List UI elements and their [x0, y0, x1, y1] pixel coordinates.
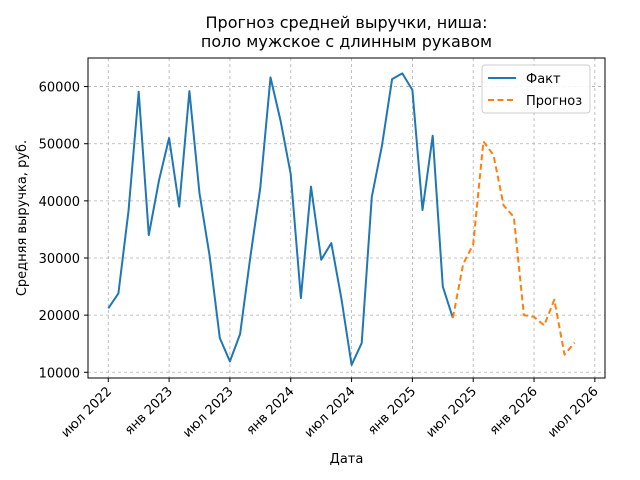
grid	[88, 58, 605, 378]
legend: Факт Прогноз	[481, 64, 591, 114]
y-tick-label: 40000	[39, 195, 80, 210]
legend-label: Прогноз	[526, 94, 582, 109]
series-line-actual	[107, 72, 454, 366]
y-tick-label: 20000	[39, 309, 80, 324]
y-tick-label: 30000	[39, 252, 80, 267]
x-axis-label: Дата	[330, 452, 364, 467]
chart-title-line: поло мужское с длинным рукавом	[201, 32, 492, 51]
y-tick-label: 50000	[39, 138, 80, 153]
y-tick-label: 60000	[39, 81, 80, 96]
y-axis-label: Средняя выручка, руб.	[15, 140, 30, 296]
legend-label: Факт	[526, 72, 561, 87]
chart-title-line: Прогноз средней выручки, ниша:	[206, 13, 488, 32]
series-lines	[107, 72, 576, 366]
plot-frame	[87, 57, 606, 379]
chart-title: Прогноз средней выручки, ниша:поло мужск…	[201, 13, 492, 51]
y-tick-label: 10000	[39, 366, 80, 381]
series-line-forecast	[451, 140, 576, 356]
